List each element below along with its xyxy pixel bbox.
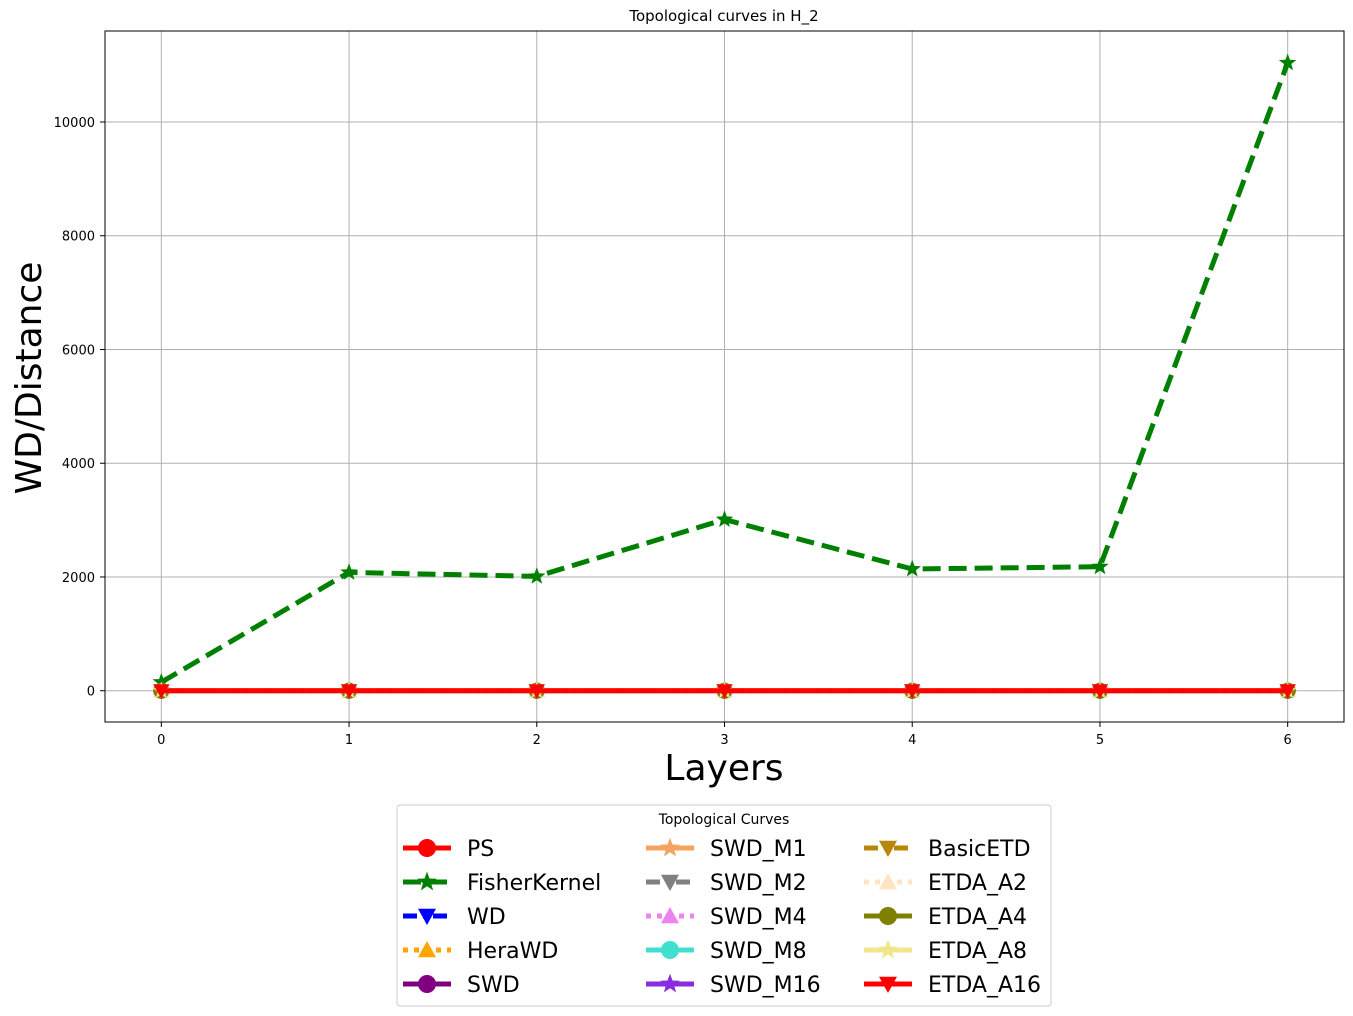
legend-marker-swatch xyxy=(879,840,897,857)
legend-marker-swatch xyxy=(660,837,680,857)
data-point xyxy=(716,684,733,699)
legend-label: BasicETD xyxy=(928,837,1031,862)
legend-label: PS xyxy=(467,837,494,862)
legend-marker-swatch xyxy=(418,941,436,958)
data-point xyxy=(903,559,921,577)
legend-item: ETDA_A8 xyxy=(864,939,1027,964)
data-point xyxy=(1278,53,1297,71)
legend-marker-swatch xyxy=(418,975,436,993)
x-tick-label: 0 xyxy=(157,733,165,748)
x-tick-label: 3 xyxy=(720,733,728,748)
data-point xyxy=(528,567,546,584)
legend-item: SWD_M1 xyxy=(646,837,807,862)
data-point xyxy=(528,684,545,699)
legend-item: ETDA_A2 xyxy=(864,871,1027,896)
data-point xyxy=(715,510,734,527)
y-axis-label: WD/Distance xyxy=(9,262,50,495)
y-tick-label: 10000 xyxy=(54,116,95,131)
legend-label: SWD_M2 xyxy=(710,871,807,896)
legend-item: HeraWD xyxy=(403,939,558,964)
legend-label: SWD_M16 xyxy=(710,973,821,998)
legend-item: ETDA_A4 xyxy=(864,905,1027,930)
series-FisherKernel xyxy=(152,53,1297,690)
legend-label: ETDA_A16 xyxy=(928,973,1041,998)
legend-label: ETDA_A2 xyxy=(928,871,1027,896)
axis-ticks: 0 1 2 3 4 5 6 0 2000 4000 6000 8000 10000 xyxy=(54,116,1292,748)
legend-item: SWD_M8 xyxy=(646,939,807,964)
legend-item: SWD_M2 xyxy=(646,871,807,896)
legend-item: SWD_M16 xyxy=(646,973,821,998)
legend-marker-swatch xyxy=(879,873,897,890)
legend-marker-swatch xyxy=(418,839,436,857)
series-lines xyxy=(152,53,1297,699)
x-tick-label: 1 xyxy=(345,733,353,748)
y-tick-label: 4000 xyxy=(62,457,95,472)
data-point xyxy=(152,673,171,690)
legend-marker-swatch xyxy=(879,907,897,925)
legend-title: Topological Curves xyxy=(658,812,790,828)
legend-label: SWD_M8 xyxy=(710,939,807,964)
legend-label: ETDA_A4 xyxy=(928,905,1027,930)
legend-item: SWD xyxy=(403,973,520,998)
data-point xyxy=(340,563,358,580)
legend-label: ETDA_A8 xyxy=(928,939,1027,964)
legend-label: SWD xyxy=(467,973,520,998)
y-tick-label: 0 xyxy=(87,685,95,700)
y-tick-label: 8000 xyxy=(62,230,95,245)
legend: Topological Curves PS FisherKernel WD HeraW… xyxy=(396,804,1052,1007)
legend-label: FisherKernel xyxy=(467,871,601,896)
x-tick-label: 4 xyxy=(908,733,916,748)
data-point xyxy=(1091,684,1108,699)
legend-label: SWD_M1 xyxy=(710,837,807,862)
legend-marker-swatch xyxy=(660,973,680,993)
y-tick-label: 2000 xyxy=(62,571,95,586)
legend-marker-swatch xyxy=(661,941,679,959)
x-axis-label: Layers xyxy=(664,748,783,789)
legend-item: ETDA_A16 xyxy=(864,973,1041,998)
legend-marker-swatch xyxy=(661,907,679,924)
legend-marker-swatch xyxy=(418,908,436,925)
x-tick-label: 6 xyxy=(1284,733,1292,748)
data-point xyxy=(1091,557,1109,575)
legend-label: SWD_M4 xyxy=(710,905,807,930)
data-point xyxy=(904,684,921,699)
legend-item: PS xyxy=(403,837,494,862)
legend-marker-swatch xyxy=(878,939,898,959)
grid xyxy=(105,31,1344,722)
data-point xyxy=(153,684,170,699)
legend-marker-swatch xyxy=(879,976,897,993)
legend-label: HeraWD xyxy=(467,939,558,964)
legend-item: WD xyxy=(403,905,506,930)
legend-item: SWD_M4 xyxy=(646,905,807,930)
legend-item: FisherKernel xyxy=(403,871,601,896)
y-tick-label: 6000 xyxy=(62,343,95,358)
legend-item: BasicETD xyxy=(864,837,1031,862)
data-point xyxy=(341,684,358,699)
legend-label: WD xyxy=(467,905,506,930)
data-point xyxy=(1279,684,1296,699)
chart-title: Topological curves in H_2 xyxy=(628,7,818,26)
legend-marker-swatch xyxy=(417,871,437,891)
x-tick-label: 5 xyxy=(1096,733,1104,748)
x-tick-label: 2 xyxy=(533,733,541,748)
series-ETDA_A16 xyxy=(153,684,1296,699)
legend-marker-swatch xyxy=(661,874,679,891)
